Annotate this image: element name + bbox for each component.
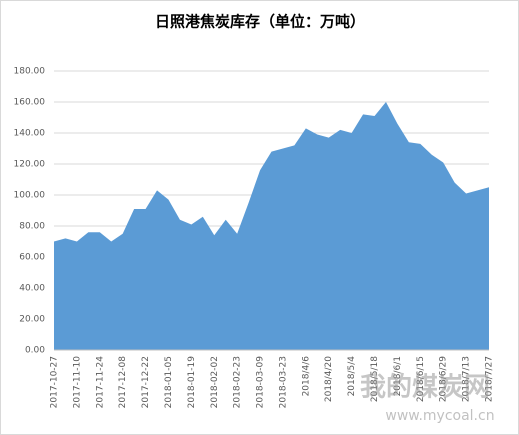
y-tick-label: 160.00 bbox=[14, 98, 46, 108]
x-tick-label: 2017-10-27 bbox=[50, 356, 60, 408]
y-tick-label: 60.00 bbox=[19, 253, 45, 263]
y-tick-label: 140.00 bbox=[14, 129, 46, 139]
x-tick-label: 2017-11-24 bbox=[95, 356, 105, 409]
x-tick-label: 2018/6/1 bbox=[393, 356, 403, 396]
x-tick-label: 2018/4/20 bbox=[324, 356, 334, 402]
x-tick-label: 2018-03-23 bbox=[278, 356, 288, 408]
area bbox=[54, 102, 489, 350]
y-tick-label: 20.00 bbox=[19, 315, 45, 325]
x-tick-label: 2018-01-19 bbox=[187, 356, 197, 409]
y-tick-label: 100.00 bbox=[14, 191, 46, 201]
x-tick-label: 2017-12-08 bbox=[118, 356, 128, 409]
y-tick-label: 40.00 bbox=[19, 284, 45, 294]
x-tick-label: 2018/4/6 bbox=[301, 356, 311, 397]
x-tick-label: 2018-02-02 bbox=[210, 356, 220, 408]
x-tick-label: 2018/7/27 bbox=[485, 356, 495, 402]
watermark-url: www.mycoal.cn bbox=[385, 408, 494, 424]
x-tick-label: 2018/5/18 bbox=[370, 356, 380, 402]
x-tick-label: 2018/6/29 bbox=[439, 356, 449, 402]
x-tick-label: 2018/6/15 bbox=[416, 356, 426, 402]
chart-title: 日照港焦炭库存（单位：万吨） bbox=[155, 13, 365, 31]
x-tick-label: 2018-03-09 bbox=[256, 356, 266, 409]
y-tick-label: 120.00 bbox=[14, 160, 46, 170]
x-tick-label: 2018/5/4 bbox=[347, 356, 357, 397]
x-tick-label: 2017-11-10 bbox=[72, 356, 82, 409]
y-tick-label: 180.00 bbox=[14, 67, 46, 77]
watermark: 我的煤炭网 bbox=[360, 372, 490, 403]
y-tick-label: 80.00 bbox=[19, 222, 45, 232]
x-tick-label: 2017-12-22 bbox=[141, 356, 151, 408]
x-tick-label: 2018-01-05 bbox=[164, 356, 174, 408]
x-tick-label: 2018-02-23 bbox=[233, 356, 243, 408]
x-tick-label: 2018/7/13 bbox=[462, 356, 472, 402]
y-tick-label: 0.00 bbox=[25, 346, 45, 356]
